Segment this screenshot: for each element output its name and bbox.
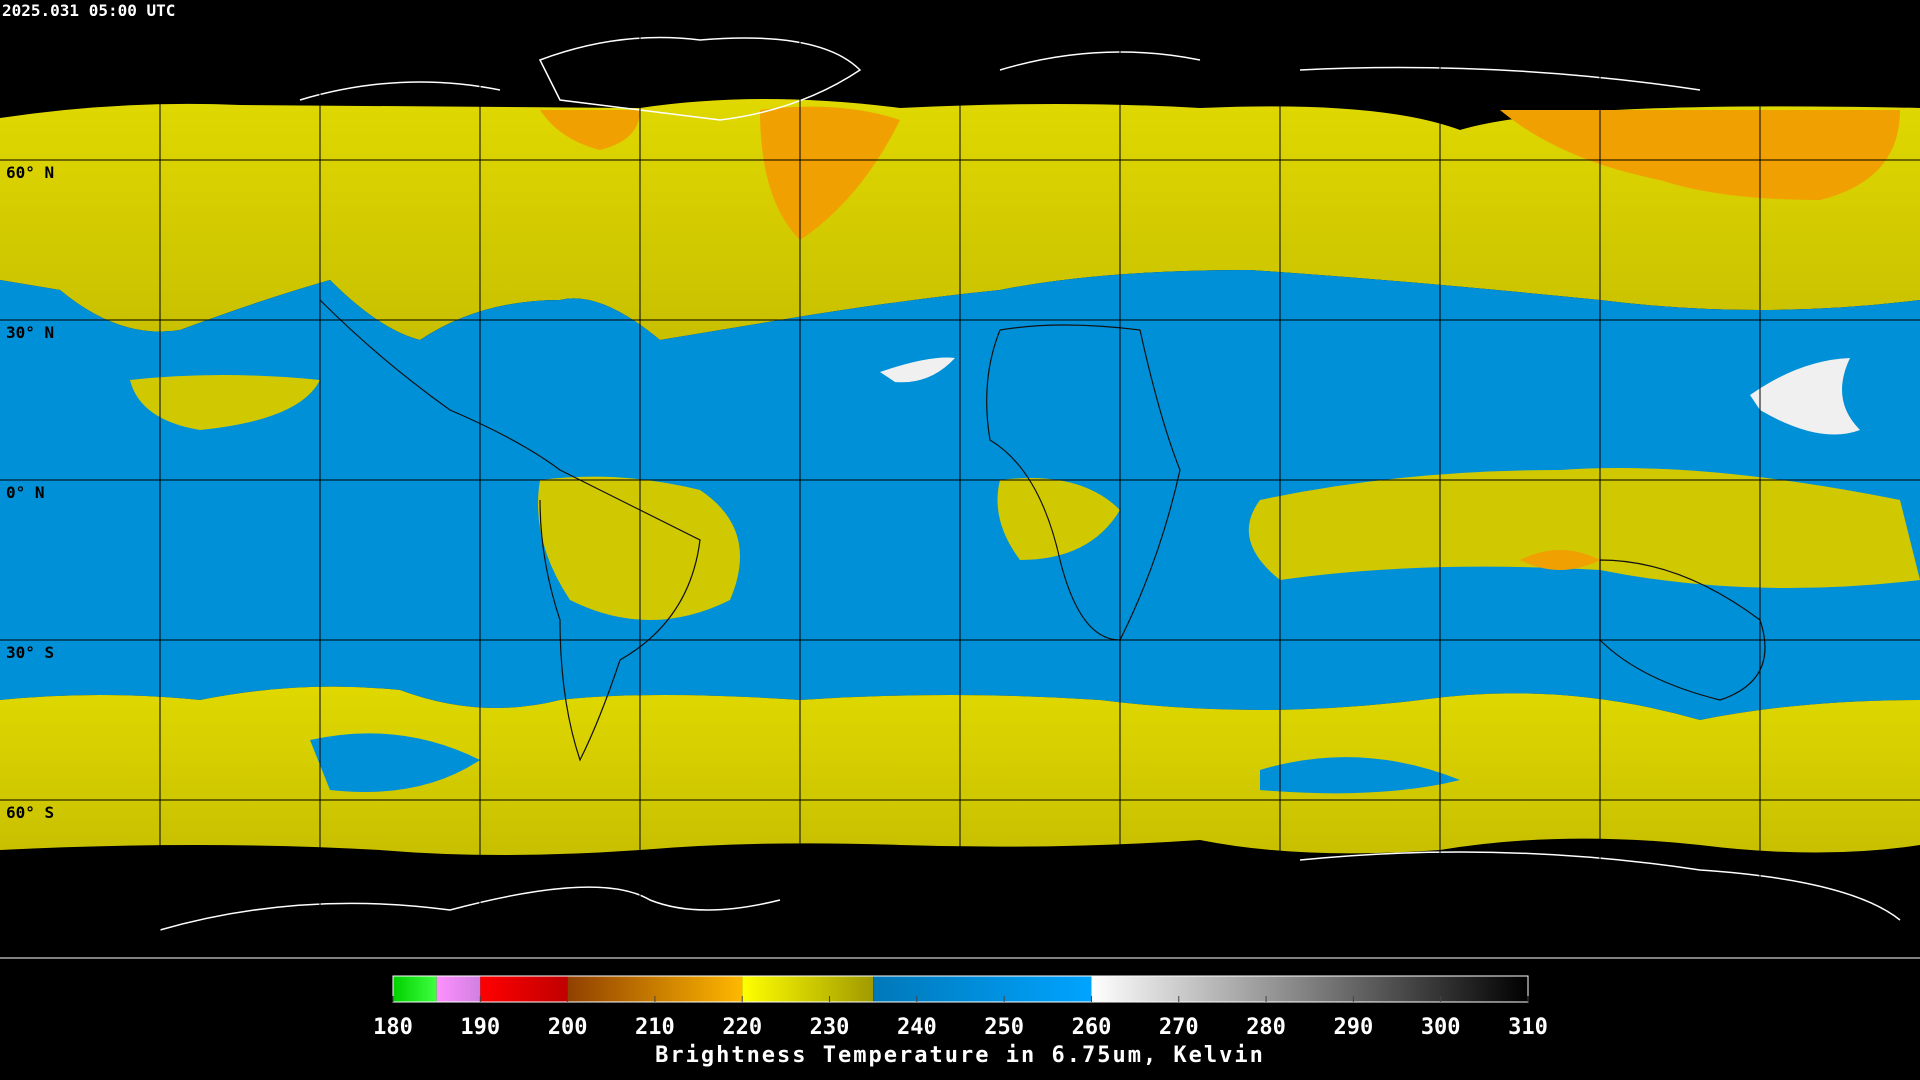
colorbar-tick-label: 270 [1159,1015,1199,1040]
colorbar-tick-label: 180 [373,1015,413,1040]
colorbar-tick-label: 290 [1334,1015,1374,1040]
colorbar-tick-label: 190 [460,1015,500,1040]
colorbar-tick-label: 310 [1508,1015,1548,1040]
colorbar-segment [873,976,1092,1002]
latitude-label: 60° S [6,803,54,822]
polar-coastlines [159,36,1901,931]
southern-blue-pocket [310,733,1460,794]
colorbar-tick-label: 300 [1421,1015,1461,1040]
colorbar-tick-label: 200 [548,1015,588,1040]
colorbar-tick-label: 210 [635,1015,675,1040]
colorbar-tick-label: 260 [1072,1015,1112,1040]
latitude-label: 30° N [6,323,54,342]
colorbar-segment [742,976,874,1002]
timestamp: 2025.031 05:00 UTC [2,1,175,20]
colorbar-tick-label: 220 [722,1015,762,1040]
colorbar-tick-label: 240 [897,1015,937,1040]
colorbar-segment [480,976,568,1002]
colorbar-tick-label: 230 [810,1015,850,1040]
colorbar: 180 190 200 210 220 230 240 250 260 270 280 290 300 3… [373,975,1548,1040]
colorbar-segment [436,976,481,1002]
graticule [0,957,1920,959]
latitude-label: 0° N [6,483,45,502]
tropical-convection [130,375,1920,620]
latitude-label: 30° S [6,643,54,662]
coastlines [319,299,1766,762]
colorbar-tick-label: 280 [1246,1015,1286,1040]
latitude-label: 60° N [6,163,54,182]
colorbar-segment [393,976,437,1002]
map [0,36,1920,959]
colorbar-tick-label: 250 [984,1015,1024,1040]
colorbar-segment [1091,976,1528,1002]
cold-cloud-tops [540,106,1900,571]
colorbar-label: Brightness Temperature in 6.75um, Kelvin [655,1043,1265,1068]
colorbar-frame [392,975,1529,1003]
